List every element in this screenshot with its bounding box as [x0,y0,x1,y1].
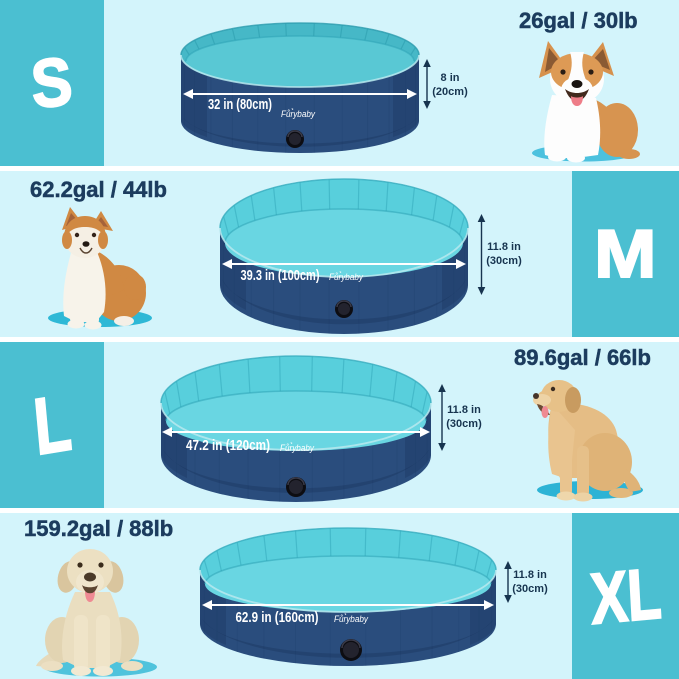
svg-text:32 in (80cm): 32 in (80cm) [208,97,272,113]
svg-text:39.3 in (100cm): 39.3 in (100cm) [241,268,320,284]
svg-text:62.9 in (160cm): 62.9 in (160cm) [236,610,319,626]
svg-text:Fůr̉ybaby: Fůr̉ybaby [281,108,315,119]
svg-text:Fůr̉ybaby: Fůr̉ybaby [329,271,363,282]
svg-text:47.2 in (120cm): 47.2 in (120cm) [186,438,270,454]
svg-text:Fůr̉ybaby: Fůr̉ybaby [334,613,368,624]
svg-text:Fůr̉ybaby: Fůr̉ybaby [280,442,314,453]
